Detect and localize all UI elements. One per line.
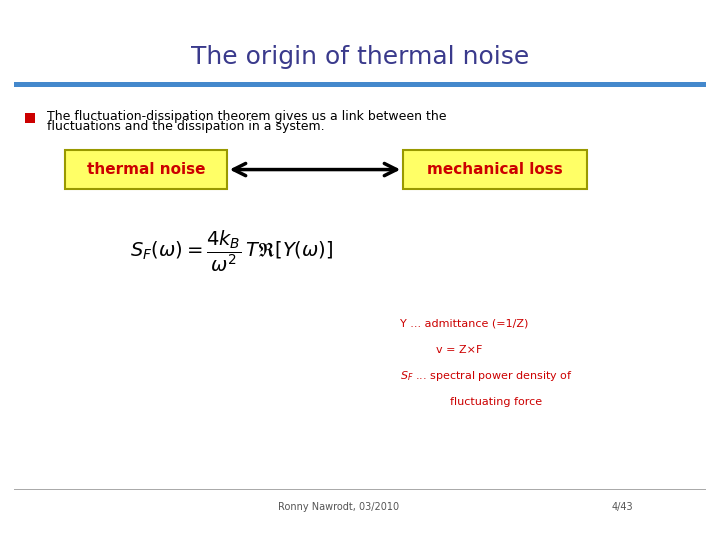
Text: Y ... admittance (=1/Z): Y ... admittance (=1/Z) bbox=[400, 319, 528, 329]
Text: The fluctuation-dissipation theorem gives us a link between the: The fluctuation-dissipation theorem give… bbox=[47, 110, 446, 123]
Bar bbox=[14, 489, 706, 490]
Text: The origin of thermal noise: The origin of thermal noise bbox=[191, 45, 529, 69]
Text: v = Z×F: v = Z×F bbox=[436, 345, 482, 355]
Text: $S_F(\omega)=\dfrac{4k_B}{\omega^2}\,T\mathfrak{R}[Y(\omega)]$: $S_F(\omega)=\dfrac{4k_B}{\omega^2}\,T\m… bbox=[130, 228, 333, 274]
Text: $S_F$ ... spectral power density of: $S_F$ ... spectral power density of bbox=[400, 369, 572, 383]
Text: fluctuations and the dissipation in a system.: fluctuations and the dissipation in a sy… bbox=[47, 120, 325, 133]
Bar bbox=[25, 113, 35, 123]
FancyBboxPatch shape bbox=[403, 150, 587, 189]
Text: fluctuating force: fluctuating force bbox=[436, 397, 541, 407]
Text: mechanical loss: mechanical loss bbox=[428, 162, 563, 177]
Text: 4/43: 4/43 bbox=[612, 502, 634, 511]
Bar bbox=[14, 82, 706, 87]
Text: thermal noise: thermal noise bbox=[87, 162, 205, 177]
FancyBboxPatch shape bbox=[65, 150, 227, 189]
Text: Ronny Nawrodt, 03/2010: Ronny Nawrodt, 03/2010 bbox=[278, 502, 399, 511]
